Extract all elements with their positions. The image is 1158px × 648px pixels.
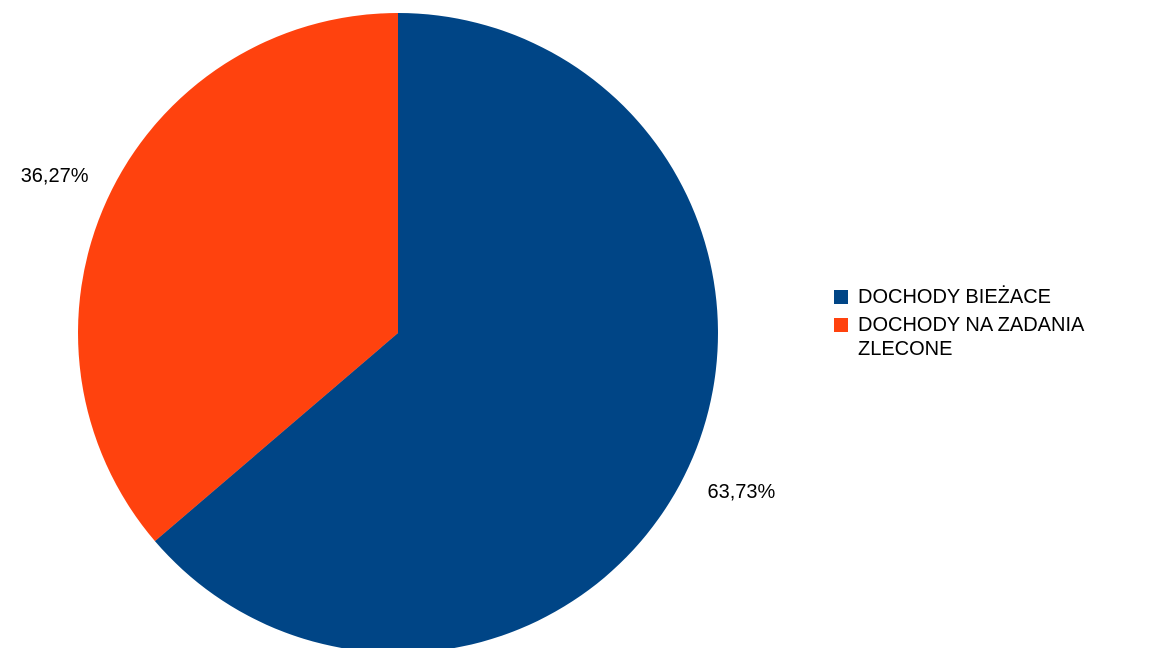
legend-label-dochody-biezace: DOCHODY BIEŻACE: [858, 286, 1051, 308]
pie-slice-dochody-biezace: [154, 13, 718, 648]
pie-chart-canvas: 63,73% 36,27%: [21, 13, 776, 648]
legend-swatch-dochody-na-zadania-zlecone: [834, 318, 848, 332]
pie-data-labels: 63,73% 36,27%: [21, 165, 776, 503]
legend-swatch-dochody-biezace: [834, 290, 848, 304]
legend-item-dochody-na-zadania-zlecone: DOCHODY NA ZADANIA ZLECONE: [834, 313, 1154, 361]
legend-label-dochody-na-zadania-zlecone: DOCHODY NA ZADANIA ZLECONE: [858, 314, 1084, 360]
pie-slices: [78, 13, 718, 648]
legend-item-dochody-biezace: DOCHODY BIEŻACE: [834, 285, 1154, 309]
legend: DOCHODY BIEŻACE DOCHODY NA ZADANIA ZLECO…: [834, 285, 1154, 365]
pie-slice-dochody-na-zadania-zlecone: [78, 13, 399, 542]
data-label-dochody-na-zadania-zlecone: 36,27%: [21, 165, 89, 187]
data-label-dochody-biezace: 63,73%: [707, 481, 775, 503]
